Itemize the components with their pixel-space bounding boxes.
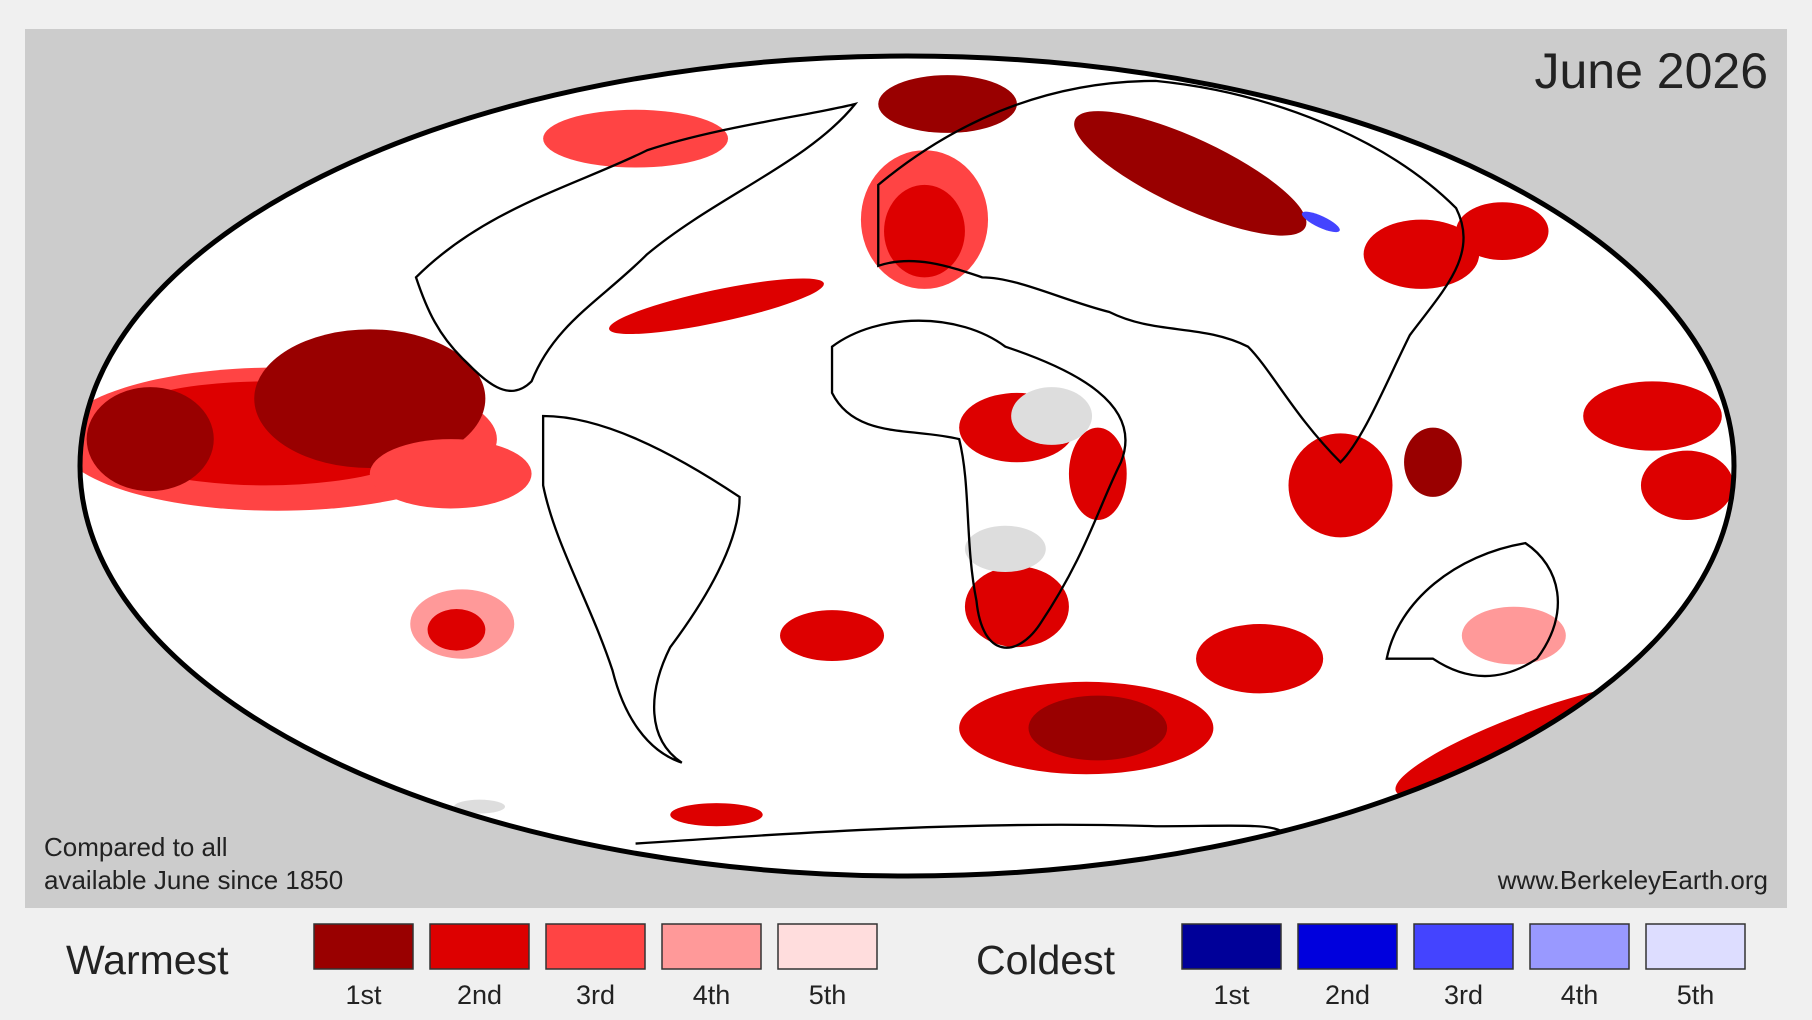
- legend-label: 2nd: [1325, 980, 1370, 1010]
- note-line: available June since 1850: [44, 865, 343, 895]
- note-line: Compared to all: [44, 832, 228, 862]
- source: www.BerkeleyEarth.org: [1497, 865, 1768, 895]
- legend-label: 1st: [1213, 980, 1250, 1010]
- map-title: June 2026: [1534, 43, 1768, 99]
- legend-swatch: [1529, 923, 1630, 970]
- legend-swatch: [545, 923, 646, 970]
- legend-swatch: [429, 923, 530, 970]
- legend-label: 5th: [809, 980, 847, 1010]
- legend-label: 4th: [693, 980, 731, 1010]
- legend-title: Warmest: [66, 937, 229, 983]
- legend-swatch: [1181, 923, 1282, 970]
- legend-label: 5th: [1677, 980, 1715, 1010]
- globe: [80, 56, 1734, 876]
- legend-label: 3rd: [576, 980, 615, 1010]
- legend-swatch: [313, 923, 414, 970]
- legend-swatch: [1645, 923, 1746, 970]
- legend-label: 4th: [1561, 980, 1599, 1010]
- legend-swatch: [1413, 923, 1514, 970]
- legend-swatch: [661, 923, 762, 970]
- legend-swatch: [1297, 923, 1398, 970]
- legend-swatch: [777, 923, 878, 970]
- legend-title: Coldest: [976, 937, 1116, 983]
- legend-label: 3rd: [1444, 980, 1483, 1010]
- legend-label: 1st: [345, 980, 382, 1010]
- globe-outline: [77, 53, 1737, 879]
- legend-label: 2nd: [457, 980, 502, 1010]
